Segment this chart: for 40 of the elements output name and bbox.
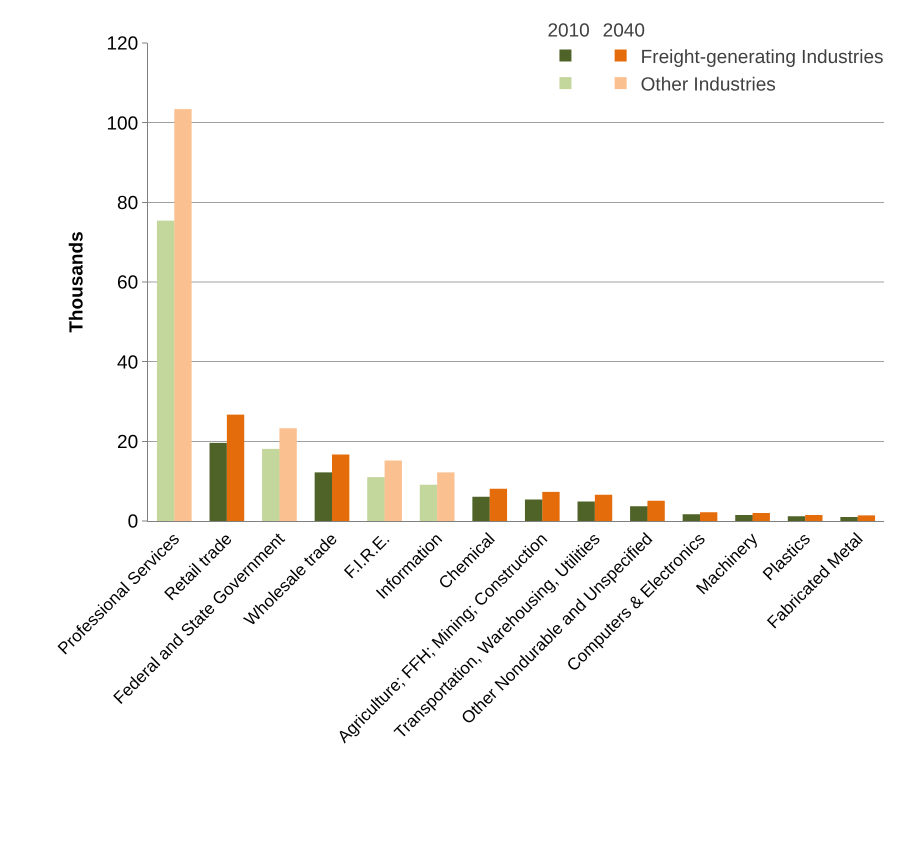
y-axis-title: Thousands bbox=[66, 231, 88, 333]
y-tick-label: 120 bbox=[106, 34, 138, 55]
bar bbox=[594, 494, 612, 521]
bar bbox=[524, 499, 542, 521]
bar bbox=[156, 220, 174, 521]
y-tick-label: 60 bbox=[117, 272, 138, 294]
legend-label: Other Industries bbox=[640, 74, 776, 96]
bar bbox=[788, 516, 806, 521]
y-tick-label: 100 bbox=[106, 113, 138, 134]
bar bbox=[647, 500, 665, 521]
bar bbox=[542, 492, 560, 521]
legend-label: Freight-generating Industries bbox=[640, 46, 884, 68]
bar bbox=[226, 414, 244, 521]
y-tick-label: 80 bbox=[117, 192, 138, 214]
y-tick-label: 0 bbox=[128, 512, 138, 533]
bar bbox=[682, 514, 700, 521]
bar bbox=[314, 472, 332, 521]
bar bbox=[630, 506, 648, 521]
bar bbox=[332, 454, 350, 521]
y-tick-label: 20 bbox=[117, 432, 138, 453]
bar bbox=[805, 515, 822, 521]
bar bbox=[174, 109, 192, 521]
bar bbox=[384, 460, 402, 521]
bar bbox=[420, 484, 438, 521]
bar bbox=[279, 428, 297, 521]
bar bbox=[858, 515, 876, 521]
bar bbox=[437, 472, 454, 521]
bar bbox=[752, 513, 770, 521]
text: 2040 bbox=[602, 20, 645, 42]
bar bbox=[472, 496, 490, 521]
text: 2010 bbox=[547, 20, 590, 42]
y-tick-label: 40 bbox=[117, 352, 138, 374]
bar bbox=[578, 501, 595, 521]
bar bbox=[490, 488, 508, 521]
bar bbox=[840, 517, 858, 521]
bar bbox=[735, 515, 753, 521]
bar bbox=[700, 512, 718, 521]
bar bbox=[367, 477, 385, 521]
bar bbox=[262, 448, 280, 521]
bar bbox=[210, 442, 227, 521]
